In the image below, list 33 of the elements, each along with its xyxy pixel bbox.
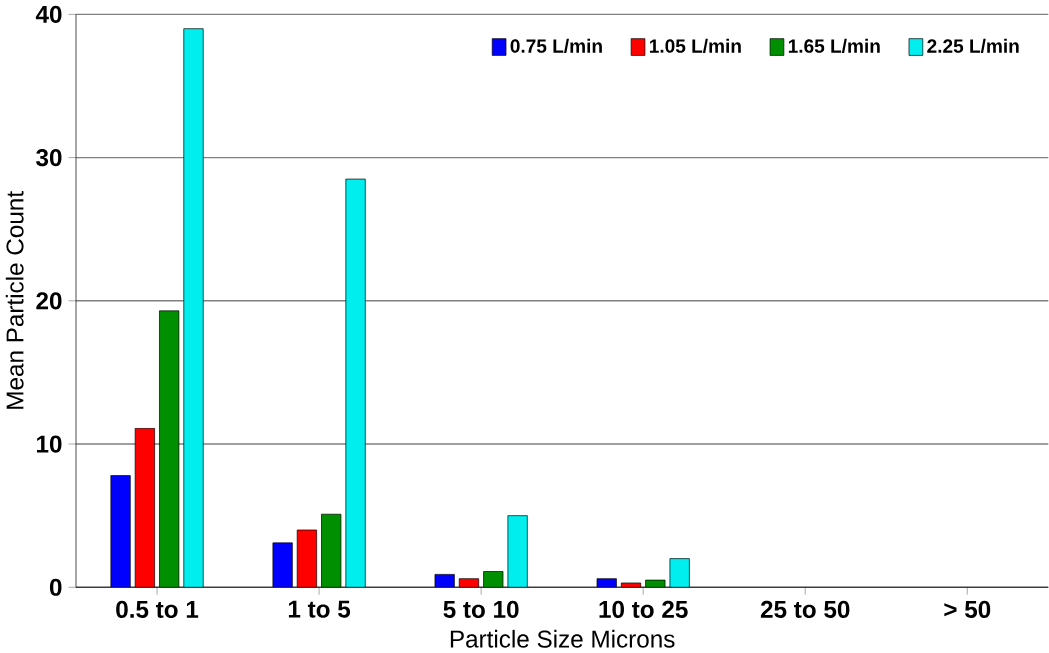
y-tick-label: 20 bbox=[36, 291, 62, 310]
bar bbox=[645, 579, 666, 588]
bar bbox=[272, 542, 293, 588]
legend-label: 0.75 L/min bbox=[510, 38, 602, 53]
bar bbox=[458, 578, 480, 588]
bar bbox=[483, 570, 504, 588]
bar bbox=[183, 28, 204, 588]
legend-label: 1.05 L/min bbox=[649, 38, 741, 53]
bar bbox=[159, 310, 180, 588]
x-tick-label: 1 to 5 bbox=[288, 600, 351, 618]
y-tick-label: 0 bbox=[49, 578, 62, 596]
y-tick-label: 30 bbox=[36, 148, 62, 166]
bar bbox=[434, 573, 455, 588]
y-tick-label: 10 bbox=[37, 435, 62, 453]
bar bbox=[296, 529, 317, 588]
y-tick-label: 40 bbox=[35, 5, 62, 23]
x-tick-label: 0.5 to 1 bbox=[116, 600, 199, 618]
y-axis-title: Mean Particle Count bbox=[5, 190, 24, 409]
x-tick-label: 10 to 25 bbox=[599, 600, 688, 618]
bar bbox=[669, 558, 690, 588]
bar bbox=[321, 513, 342, 588]
x-tick-label: 25 to 50 bbox=[760, 600, 850, 618]
x-axis-title: Particle Size Microns bbox=[450, 629, 675, 648]
bar bbox=[596, 578, 617, 588]
bar bbox=[620, 582, 642, 588]
x-tick-label: > 50 bbox=[944, 600, 991, 618]
legend-label: 2.25 L/min bbox=[927, 38, 1019, 53]
bar bbox=[507, 515, 528, 588]
x-tick-label: 5 to 10 bbox=[443, 600, 519, 618]
legend-label: 1.65 L/min bbox=[788, 38, 880, 53]
bar bbox=[134, 427, 155, 588]
bar bbox=[110, 474, 131, 588]
bar bbox=[345, 178, 366, 588]
